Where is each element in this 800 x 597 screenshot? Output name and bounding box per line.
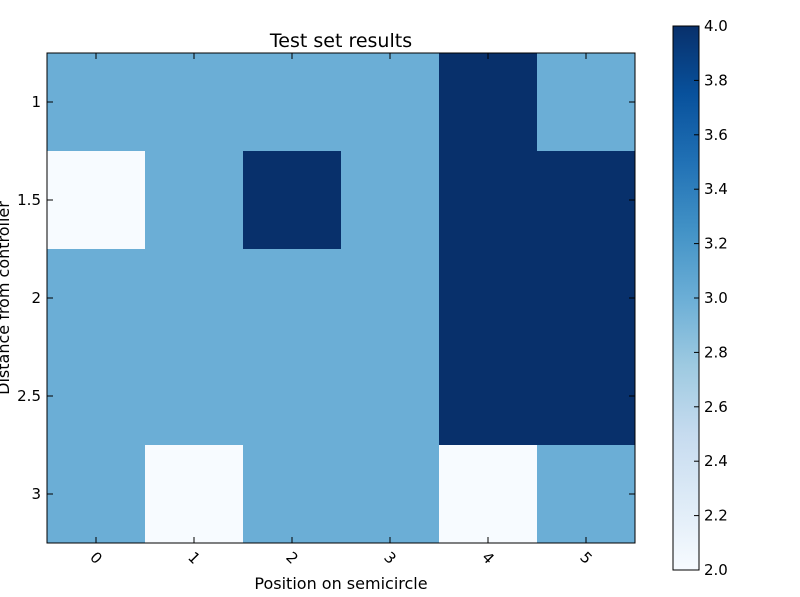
y-tick-label: 3	[31, 485, 41, 503]
heatmap-cell	[341, 347, 440, 446]
heatmap-cell	[145, 53, 244, 152]
heatmap-cell	[47, 151, 146, 250]
heatmap-cell	[145, 249, 244, 348]
heatmap-cell	[537, 249, 636, 348]
x-axis-label: Position on semicircle	[254, 574, 427, 593]
y-axis-label: Distance from controller	[0, 201, 13, 395]
y-axis-ticks: 1 1.5 2 2.5 3	[17, 93, 635, 503]
heatmap-cell	[47, 445, 146, 544]
heatmap-cells	[47, 53, 636, 544]
heatmap-cell	[341, 445, 440, 544]
heatmap-cell	[341, 249, 440, 348]
heatmap-cell	[145, 445, 244, 544]
y-tick-label: 2.5	[17, 387, 41, 405]
x-tick-label: 2	[282, 548, 301, 567]
heatmap-cell	[243, 151, 342, 250]
heatmap-cell	[341, 53, 440, 152]
heatmap-cell	[47, 347, 146, 446]
heatmap-cell	[47, 249, 146, 348]
heatmap-cell	[439, 249, 538, 348]
heatmap-cell	[439, 53, 538, 152]
x-tick-label: 4	[478, 548, 497, 567]
heatmap-cell	[243, 53, 342, 152]
colorbar-tick-label: 3.2	[704, 235, 728, 253]
heatmap-cell	[243, 445, 342, 544]
colorbar-tick-label: 2.4	[704, 452, 728, 470]
x-tick-label: 0	[86, 548, 105, 567]
y-tick-label: 1.5	[17, 191, 41, 209]
x-tick-label: 1	[184, 548, 203, 567]
heatmap-cell	[145, 347, 244, 446]
colorbar-tick-label: 2.6	[704, 398, 728, 416]
chart-title: Test set results	[269, 30, 412, 52]
heatmap-cell	[537, 53, 636, 152]
heatmap-cell	[243, 249, 342, 348]
heatmap-cell	[243, 347, 342, 446]
colorbar-tick-label: 2.8	[704, 343, 728, 361]
x-tick-label: 3	[380, 548, 399, 567]
heatmap-cell	[47, 53, 146, 152]
colorbar-ticks: 2.0 2.2 2.4 2.6 2.8 3.0 3.2 3.4 3.6 3.8 4.0	[694, 17, 728, 579]
heatmap-cell	[439, 445, 538, 544]
colorbar-tick-label: 4.0	[704, 17, 728, 35]
colorbar-tick-label: 3.4	[704, 180, 728, 198]
y-tick-label: 2	[31, 289, 41, 307]
colorbar-tick-label: 2.2	[704, 507, 728, 525]
plot-frame	[46, 52, 636, 544]
heatmap-cell	[537, 445, 636, 544]
heatmap-cell	[537, 151, 636, 250]
heatmap-cell	[341, 151, 440, 250]
colorbar-tick-label: 2.0	[704, 561, 728, 579]
colorbar-tick-label: 3.8	[704, 71, 728, 89]
y-tick-label: 1	[31, 93, 41, 111]
heatmap-cell	[439, 347, 538, 446]
heatmap-cell	[537, 347, 636, 446]
x-tick-label: 5	[576, 548, 595, 567]
heatmap-cell	[439, 151, 538, 250]
colorbar-tick-label: 3.6	[704, 126, 728, 144]
heatmap-cell	[145, 151, 244, 250]
colorbar-tick-label: 3.0	[704, 289, 728, 307]
